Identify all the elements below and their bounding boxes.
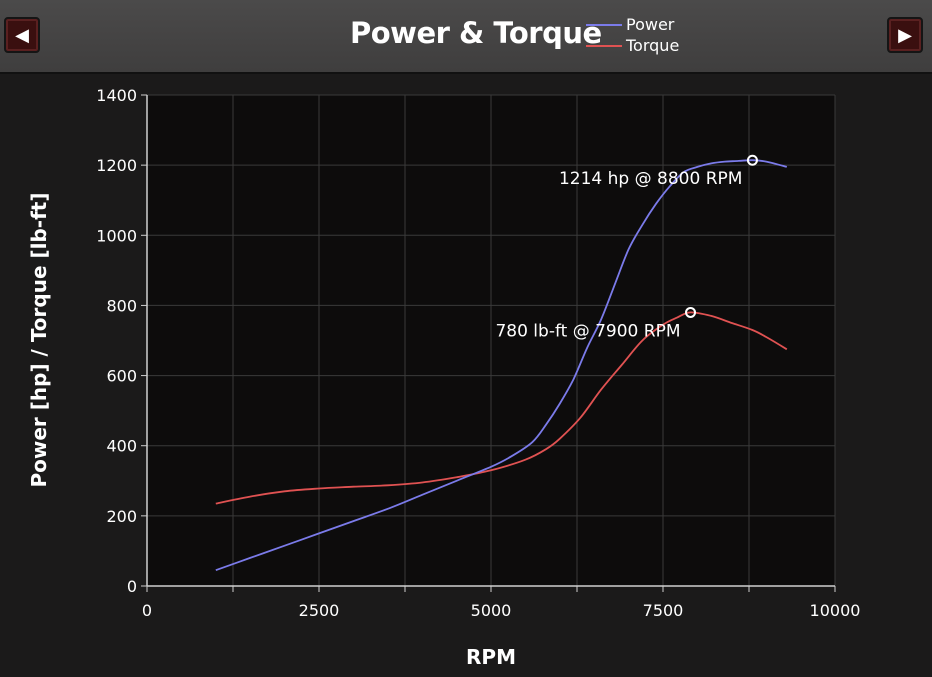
legend-label-torque: Torque	[626, 36, 680, 55]
triangle-left-icon: ◀	[15, 24, 29, 46]
x-tick-label: 0	[142, 601, 152, 620]
y-axis-label: Power [hp] / Torque [lb-ft]	[27, 192, 51, 487]
legend: Power Torque	[586, 14, 679, 56]
x-axis-label: RPM	[466, 645, 516, 669]
annotation-power-peak: 1214 hp @ 8800 RPM	[559, 169, 742, 189]
legend-item-torque: Torque	[586, 35, 679, 56]
y-tick-label: 400	[106, 437, 137, 456]
chart-title: Power & Torque	[350, 16, 602, 50]
power-line	[215, 159, 788, 572]
y-tick-label: 1000	[96, 226, 137, 245]
y-tick-label: 600	[106, 367, 137, 386]
previous-button[interactable]: ◀	[4, 17, 40, 53]
peak-marker-power	[746, 154, 758, 166]
next-button[interactable]: ▶	[887, 17, 923, 53]
x-tick-label: 10000	[810, 601, 861, 620]
header-bar: ◀ Power & Torque Power Torque ▶	[0, 0, 932, 74]
x-tick-label: 5000	[471, 601, 512, 620]
annotation-torque-peak: 780 lb-ft @ 7900 RPM	[495, 321, 680, 341]
legend-swatch-torque	[586, 44, 622, 47]
legend-item-power: Power	[586, 14, 679, 35]
y-tick-label: 800	[106, 296, 137, 315]
y-tick-label: 0	[127, 577, 137, 596]
triangle-right-icon: ▶	[898, 24, 912, 46]
y-tick-label: 1400	[96, 86, 137, 105]
torque-line	[215, 311, 788, 505]
legend-label-power: Power	[626, 15, 675, 34]
x-tick-label: 7500	[643, 601, 684, 620]
y-tick-label: 200	[106, 507, 137, 526]
legend-swatch-power	[586, 23, 622, 26]
x-tick-label: 2500	[299, 601, 340, 620]
peak-marker-torque	[685, 306, 697, 318]
y-tick-label: 1200	[96, 156, 137, 175]
